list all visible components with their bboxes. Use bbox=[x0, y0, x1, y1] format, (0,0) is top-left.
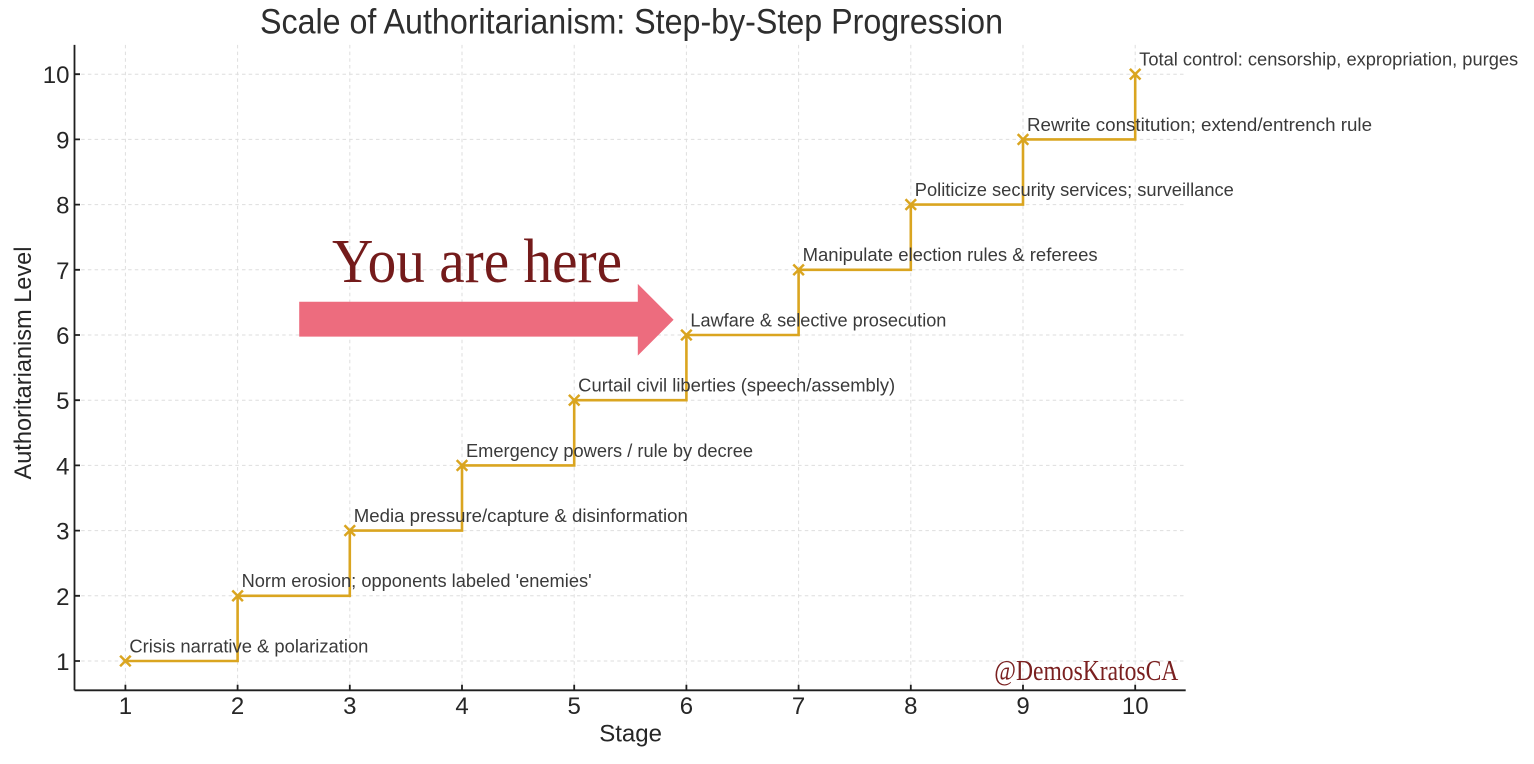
svg-text:10: 10 bbox=[43, 62, 70, 89]
svg-text:9: 9 bbox=[56, 127, 69, 154]
svg-text:Curtail civil liberties (speec: Curtail civil liberties (speech/assembly… bbox=[578, 376, 895, 396]
svg-text:9: 9 bbox=[1016, 693, 1029, 720]
svg-text:7: 7 bbox=[792, 693, 805, 720]
svg-text:Scale of Authoritarianism: Ste: Scale of Authoritarianism: Step-by-Step … bbox=[260, 3, 1003, 42]
svg-text:Norm erosion; opponents labele: Norm erosion; opponents labeled 'enemies… bbox=[242, 571, 592, 591]
svg-text:Manipulate election rules & re: Manipulate election rules & referees bbox=[803, 245, 1098, 265]
svg-text:Emergency powers / rule by dec: Emergency powers / rule by decree bbox=[466, 441, 753, 461]
svg-text:10: 10 bbox=[1122, 693, 1149, 720]
svg-text:2: 2 bbox=[56, 584, 69, 611]
svg-text:3: 3 bbox=[343, 693, 356, 720]
svg-text:4: 4 bbox=[56, 453, 69, 480]
svg-text:1: 1 bbox=[56, 649, 69, 676]
svg-text:3: 3 bbox=[56, 519, 69, 546]
svg-text:Authoritarianism Level: Authoritarianism Level bbox=[10, 247, 37, 480]
svg-text:Lawfare & selective prosecutio: Lawfare & selective prosecution bbox=[690, 310, 946, 330]
svg-text:8: 8 bbox=[56, 193, 69, 220]
svg-text:6: 6 bbox=[56, 323, 69, 350]
svg-text:7: 7 bbox=[56, 258, 69, 285]
svg-text:Media pressure/capture & disin: Media pressure/capture & disinformation bbox=[354, 506, 688, 526]
svg-text:2: 2 bbox=[231, 693, 244, 720]
svg-text:Politicize security services;: Politicize security services; surveillan… bbox=[915, 180, 1234, 200]
svg-text:5: 5 bbox=[56, 388, 69, 415]
svg-text:Rewrite constitution; extend/e: Rewrite constitution; extend/entrench ru… bbox=[1027, 115, 1372, 135]
svg-text:@DemosKratosCA: @DemosKratosCA bbox=[994, 656, 1179, 687]
svg-text:4: 4 bbox=[455, 693, 468, 720]
svg-text:Crisis narrative & polarizatio: Crisis narrative & polarization bbox=[129, 636, 368, 656]
svg-text:Total control: censorship, exp: Total control: censorship, expropriation… bbox=[1139, 50, 1518, 70]
svg-text:You are here: You are here bbox=[332, 228, 622, 296]
svg-text:1: 1 bbox=[119, 693, 132, 720]
svg-text:8: 8 bbox=[904, 693, 917, 720]
svg-text:6: 6 bbox=[680, 693, 693, 720]
svg-text:Stage: Stage bbox=[599, 720, 662, 747]
svg-text:5: 5 bbox=[568, 693, 581, 720]
